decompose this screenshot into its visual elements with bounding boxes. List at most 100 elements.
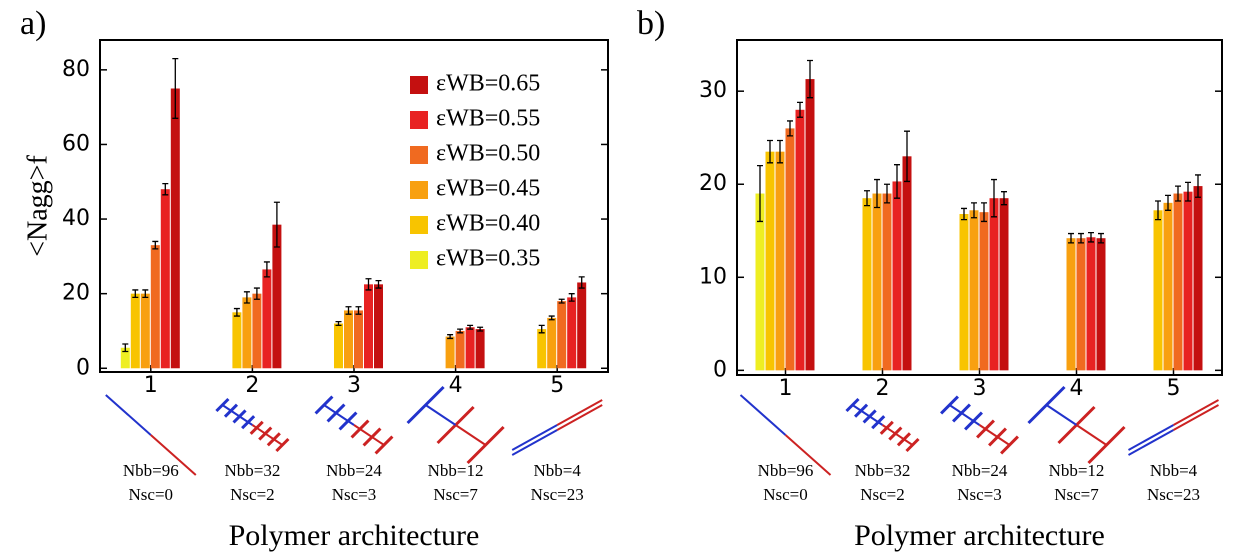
icon-line <box>323 404 355 426</box>
x-tick-label: 1 <box>779 376 793 401</box>
error-bar <box>1175 185 1181 202</box>
architecture-nsc: Nsc=0 <box>129 485 174 504</box>
error-bar <box>961 207 967 221</box>
bar <box>465 327 475 369</box>
error-bar <box>797 101 803 118</box>
icon-line <box>105 394 152 436</box>
bar <box>989 198 999 371</box>
bar <box>1153 210 1163 371</box>
y-axis-label: <Nagg>f <box>22 155 53 257</box>
architecture-icon <box>105 394 197 476</box>
error-bar <box>1185 181 1191 202</box>
bar <box>170 88 180 369</box>
error-bar <box>864 190 870 207</box>
icon-line <box>556 399 603 426</box>
bar <box>1076 238 1086 371</box>
error-bar <box>1001 191 1007 206</box>
architecture-nbb: Nbb=12 <box>428 461 484 480</box>
bar <box>795 109 805 371</box>
architecture-icon <box>739 394 832 476</box>
bar <box>557 301 567 369</box>
y-tick-label: 0 <box>713 357 727 382</box>
y-tick-label: 0 <box>76 355 90 380</box>
error-bar <box>1098 232 1104 244</box>
icon-line <box>251 424 283 446</box>
architecture-nsc: Nsc=3 <box>957 485 1002 504</box>
architecture-nbb: Nbb=24 <box>952 461 1008 480</box>
bar <box>374 284 383 369</box>
architecture-nbb: Nbb=4 <box>1150 461 1198 480</box>
error-bar <box>558 298 565 304</box>
icon-line <box>881 424 914 446</box>
bar <box>252 293 262 369</box>
bar <box>344 310 353 369</box>
icon-line <box>221 404 253 426</box>
error-bar <box>162 182 169 196</box>
error-bar <box>467 324 474 330</box>
bar <box>242 297 252 369</box>
icon-line <box>425 404 457 426</box>
architecture-icon <box>940 395 1019 455</box>
architecture-nbb: Nbb=32 <box>855 461 911 480</box>
error-bar <box>122 343 129 353</box>
bar <box>959 214 969 371</box>
bar <box>805 79 815 371</box>
x-tick-label: 2 <box>245 373 259 398</box>
icon-line <box>150 434 197 476</box>
icon-line <box>556 404 603 431</box>
error-bar <box>1088 231 1094 243</box>
architecture-nsc: Nsc=3 <box>332 485 377 504</box>
y-tick-label: 40 <box>62 206 90 231</box>
icon-line <box>353 424 385 446</box>
error-bar <box>365 278 372 291</box>
architecture-nbb: Nbb=32 <box>224 461 280 480</box>
x-tick-label: 3 <box>347 373 361 398</box>
icon-line <box>511 429 558 456</box>
error-bar <box>991 178 997 218</box>
architecture-nsc: Nsc=7 <box>433 485 478 504</box>
bar <box>262 269 272 369</box>
y-tick-label: 80 <box>62 57 90 82</box>
error-bar <box>787 120 793 137</box>
error-bar <box>243 291 250 304</box>
bar <box>1193 186 1203 371</box>
y-tick-label: 20 <box>62 281 90 306</box>
architecture-icon <box>314 395 394 455</box>
error-bar <box>477 326 484 332</box>
error-bar <box>894 164 900 199</box>
panel-label: a) <box>20 5 46 42</box>
architecture-nsc: Nsc=0 <box>763 485 808 504</box>
y-tick-label: 10 <box>699 264 727 289</box>
bar <box>130 293 140 369</box>
error-bar <box>884 183 890 204</box>
icon-line <box>1075 424 1108 446</box>
error-bar <box>1155 200 1161 221</box>
architecture-icon <box>511 399 603 456</box>
bar <box>872 193 882 371</box>
error-bar <box>874 178 880 209</box>
icon-line <box>1173 404 1219 431</box>
y-tick-label: 30 <box>699 78 727 103</box>
bar <box>567 297 577 369</box>
x-axis-label: Polymer architecture <box>229 519 480 552</box>
icon-line <box>1173 399 1219 426</box>
x-tick-label: 5 <box>550 373 564 398</box>
error-bar <box>981 202 987 223</box>
bar <box>1086 237 1096 371</box>
bar <box>577 282 587 369</box>
plot-frame <box>736 39 1223 376</box>
bar <box>862 198 872 371</box>
error-bar <box>152 240 159 250</box>
error-bar <box>1068 232 1074 244</box>
bar <box>969 210 979 371</box>
error-bar <box>807 59 813 99</box>
bar <box>775 151 785 371</box>
legend-label: εWB=0.40 <box>436 211 540 237</box>
bar <box>755 193 765 371</box>
architecture-icon <box>215 397 290 453</box>
error-bar <box>1195 174 1201 198</box>
legend-swatch <box>410 76 428 94</box>
bar <box>999 198 1009 371</box>
